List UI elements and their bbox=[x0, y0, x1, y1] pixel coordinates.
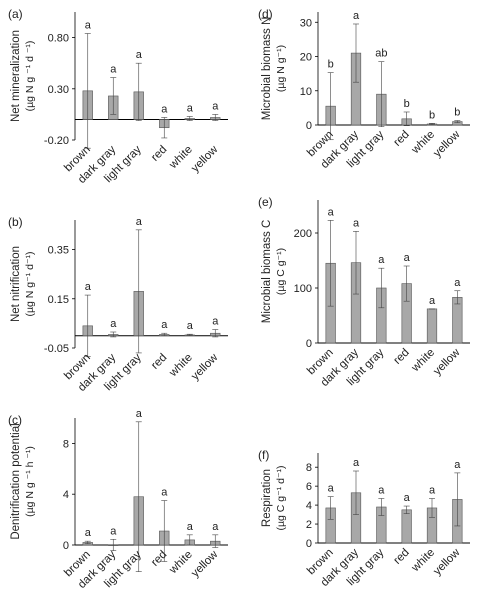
significance-letter: a bbox=[378, 254, 385, 266]
y-tick-label: 4 bbox=[306, 500, 312, 512]
y-axis-label: Microbial biomass N bbox=[261, 17, 273, 121]
significance-letter: a bbox=[454, 277, 461, 289]
category-label: yellow bbox=[189, 548, 221, 580]
significance-letter: a bbox=[85, 281, 92, 293]
y-tick-label: 200 bbox=[294, 228, 312, 240]
significance-letter: a bbox=[353, 457, 360, 469]
significance-letter: a bbox=[161, 319, 168, 331]
significance-letter: a bbox=[429, 295, 436, 307]
significance-letter: a bbox=[85, 20, 92, 32]
significance-letter: a bbox=[353, 217, 360, 229]
y-axis-unit-label: (µg N g ⁻¹ h ⁻¹) bbox=[24, 446, 36, 517]
panel-b: (b) Net nitrification (µg N g⁻¹ d⁻¹) -0.05 0… bbox=[8, 215, 228, 394]
significance-letter: a bbox=[161, 487, 168, 499]
panel-d: (d)Microbial biomass N (µg N g⁻¹) 0 10 20 30 b… bbox=[258, 7, 470, 171]
y-axis-unit-label: (µg C g⁻¹) bbox=[275, 248, 287, 295]
category-label: yellow bbox=[189, 351, 221, 383]
category-label: red bbox=[392, 347, 412, 367]
y-tick-label: -0.05 bbox=[44, 343, 69, 355]
significance-letter: a bbox=[161, 103, 168, 115]
y-axis-unit-label: (µg C g⁻¹ d⁻¹) bbox=[275, 466, 287, 531]
y-axis-label: Denitrification potential bbox=[10, 423, 22, 539]
y-tick-label: 8 bbox=[63, 438, 69, 450]
y-tick-label: 0.35 bbox=[48, 245, 69, 257]
y-axis-label: Net mineralization bbox=[10, 30, 22, 122]
y-tick-label: -0.20 bbox=[44, 135, 69, 147]
category-label: red bbox=[149, 549, 169, 569]
significance-letter: a bbox=[85, 527, 92, 539]
y-tick-label: 10 bbox=[300, 86, 312, 98]
significance-letter: ab bbox=[375, 48, 387, 60]
significance-letter: b bbox=[404, 98, 410, 110]
category-label: red bbox=[392, 547, 412, 567]
y-axis-unit-label: (µg N g ⁻¹ d ⁻¹) bbox=[24, 41, 36, 112]
panel-a: (a) Net mineralization (µg N g ⁻¹ d ⁻¹) -0.… bbox=[8, 7, 228, 186]
significance-letter: a bbox=[454, 459, 461, 471]
significance-letter: a bbox=[212, 100, 219, 112]
y-tick-label: 20 bbox=[300, 52, 312, 64]
y-axis-unit-label: (µg N g⁻¹ d⁻¹) bbox=[24, 252, 36, 317]
panel-c: (c)Denitrification potential (µg N g ⁻¹ h… bbox=[8, 408, 228, 591]
y-axis-label: Respiration bbox=[261, 469, 273, 527]
panel-label: (a) bbox=[8, 7, 23, 21]
significance-letter: b bbox=[454, 107, 460, 119]
significance-letter: a bbox=[328, 483, 335, 495]
significance-letter: b bbox=[328, 59, 334, 71]
panel-label: (c) bbox=[8, 413, 22, 427]
bar bbox=[401, 509, 412, 544]
significance-letter: a bbox=[212, 316, 219, 328]
y-axis-label: Net nitrification bbox=[10, 246, 22, 322]
category-label: yellow bbox=[189, 143, 221, 175]
significance-letter: a bbox=[187, 102, 194, 114]
significance-letter: a bbox=[404, 252, 411, 264]
y-tick-label: 0.80 bbox=[48, 33, 69, 45]
significance-letter: a bbox=[136, 408, 143, 420]
panel-label: (b) bbox=[8, 215, 23, 229]
category-label: red bbox=[392, 129, 412, 149]
category-label: yellow bbox=[431, 128, 463, 160]
y-tick-label: 6 bbox=[306, 481, 312, 493]
significance-letter: a bbox=[187, 521, 194, 533]
y-tick-label: 4 bbox=[63, 489, 69, 501]
panel-label: (f) bbox=[258, 448, 269, 462]
y-axis-label: Microbial biomass C bbox=[261, 220, 273, 324]
category-label: yellow bbox=[431, 346, 463, 378]
significance-letter: a bbox=[212, 521, 219, 533]
y-tick-label: 100 bbox=[294, 283, 312, 295]
significance-letter: a bbox=[110, 318, 117, 330]
y-tick-label: 0.15 bbox=[48, 294, 69, 306]
y-axis-unit-label: (µg N g⁻¹) bbox=[275, 45, 287, 92]
significance-letter: a bbox=[136, 49, 143, 61]
category-label: yellow bbox=[431, 546, 463, 578]
y-tick-label: 0.30 bbox=[48, 84, 69, 96]
significance-letter: a bbox=[187, 320, 194, 332]
panel-label: (d) bbox=[258, 7, 273, 21]
significance-letter: a bbox=[110, 64, 117, 76]
y-tick-label: 0 bbox=[306, 538, 312, 550]
y-tick-label: 0 bbox=[306, 338, 312, 350]
significance-letter: a bbox=[110, 525, 117, 537]
significance-letter: a bbox=[429, 484, 436, 496]
significance-letter: a bbox=[328, 206, 335, 218]
y-tick-label: 0 bbox=[306, 120, 312, 132]
category-label: red bbox=[149, 144, 169, 164]
significance-letter: a bbox=[136, 216, 143, 228]
category-label: red bbox=[149, 352, 169, 372]
bar bbox=[426, 308, 438, 344]
significance-letter: a bbox=[378, 484, 385, 496]
y-tick-label: 30 bbox=[300, 17, 312, 29]
y-tick-label: 8 bbox=[306, 462, 312, 474]
y-tick-label: 0 bbox=[63, 540, 69, 552]
panel-f: (f)Respiration (µg C g⁻¹ d⁻¹)02468abrowna… bbox=[258, 448, 470, 589]
panel-label: (e) bbox=[258, 195, 273, 209]
significance-letter: a bbox=[353, 10, 360, 22]
significance-letter: b bbox=[429, 109, 435, 121]
y-tick-label: 2 bbox=[306, 519, 312, 531]
panel-e: (e) Microbial biomass C (µg C g⁻¹) 0 100 200 a… bbox=[258, 195, 470, 389]
significance-letter: a bbox=[404, 492, 411, 504]
